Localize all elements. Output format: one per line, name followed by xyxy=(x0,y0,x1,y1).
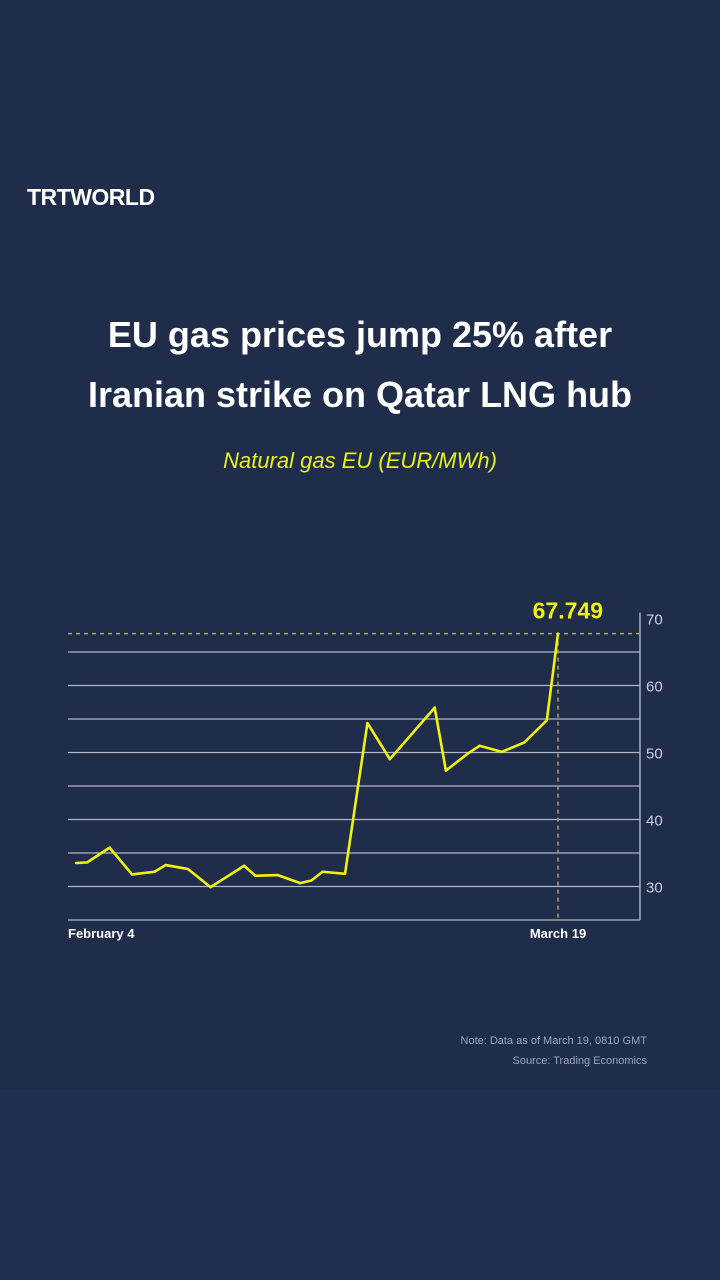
data-point xyxy=(556,632,560,635)
x-tick-label: February 4 xyxy=(68,926,135,941)
data-point xyxy=(467,751,470,755)
headline: EU gas prices jump 25% after Iranian str… xyxy=(0,305,720,425)
data-point xyxy=(444,769,448,772)
data-point xyxy=(500,750,504,754)
last-value-label: 67.749 xyxy=(533,598,603,624)
y-tick-label: 70 xyxy=(646,612,663,629)
data-point xyxy=(186,867,190,871)
data-point xyxy=(478,744,481,747)
data-point xyxy=(545,719,548,722)
footer-band xyxy=(0,1090,720,1280)
data-point xyxy=(523,741,526,744)
data-point xyxy=(276,873,279,877)
source-note: Source: Trading Economics xyxy=(512,1055,647,1067)
data-point xyxy=(164,863,167,867)
data-point xyxy=(310,879,313,882)
x-tick-label: March 19 xyxy=(530,926,586,941)
data-point xyxy=(209,885,212,889)
data-point xyxy=(343,872,347,875)
y-tick-label: 30 xyxy=(646,880,663,897)
brand-logo: TRTWORLD xyxy=(27,184,155,210)
data-point xyxy=(74,861,78,865)
line-chart: 30 40 50 60 70 67.749 February 4 March 19 xyxy=(68,598,663,941)
data-point xyxy=(298,881,302,885)
headline-line-2: Iranian strike on Qatar LNG hub xyxy=(87,374,633,415)
data-point xyxy=(254,874,257,877)
y-tick-label: 40 xyxy=(646,813,663,830)
data-point xyxy=(321,870,324,873)
data-note: Note: Data as of March 19, 0810 GMT xyxy=(460,1035,647,1047)
data-point xyxy=(108,846,111,849)
data-point xyxy=(388,758,392,761)
data-point xyxy=(366,721,369,725)
data-point xyxy=(433,706,436,709)
data-point xyxy=(242,864,246,867)
data-point xyxy=(130,873,134,876)
y-tick-label: 60 xyxy=(646,679,663,696)
chart-subtitle: Natural gas EU (EUR/MWh) xyxy=(223,448,497,473)
data-point xyxy=(153,870,156,873)
headline-line-1: EU gas prices jump 25% after xyxy=(107,314,613,355)
price-line xyxy=(75,633,560,889)
y-tick-label: 50 xyxy=(646,746,663,763)
data-point xyxy=(86,861,89,864)
